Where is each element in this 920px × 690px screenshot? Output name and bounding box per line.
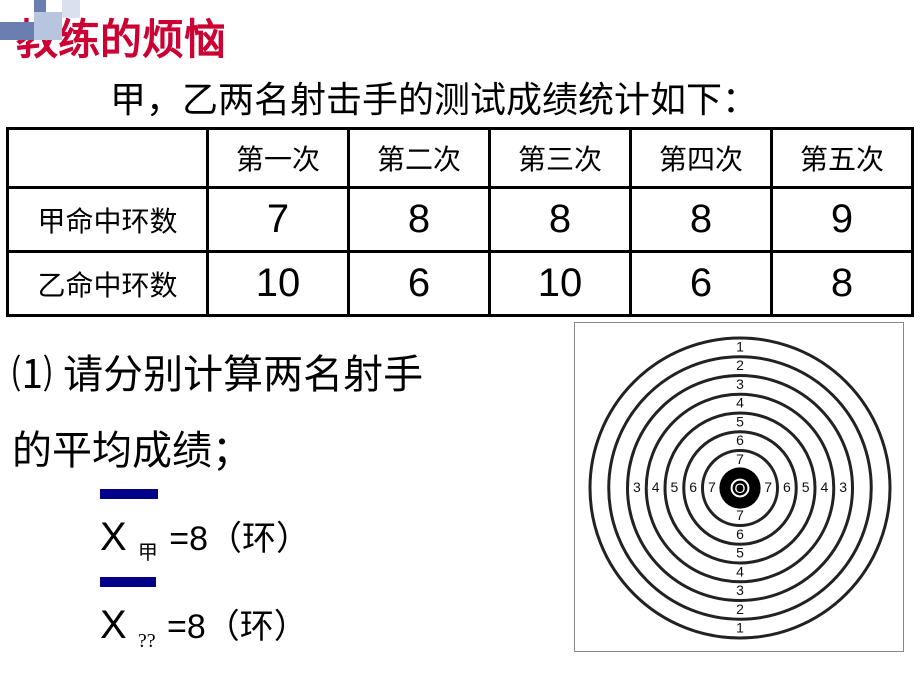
svg-text:3: 3 — [839, 479, 847, 495]
target-diagram: O123456776543213456776543 — [574, 322, 904, 652]
mean-symbol: X 甲 — [100, 493, 158, 581]
scores-table: 第一次 第二次 第三次 第四次 第五次 甲命中环数 7 8 8 8 9 乙命中环… — [6, 127, 914, 317]
svg-text:4: 4 — [736, 395, 744, 411]
svg-text:6: 6 — [736, 526, 744, 542]
svg-text:4: 4 — [736, 563, 744, 579]
table-row: 甲命中环数 7 8 8 8 9 — [8, 188, 913, 252]
svg-text:5: 5 — [736, 413, 744, 429]
symbol-letter: X — [100, 603, 127, 647]
score-cell: 6 — [631, 252, 772, 316]
score-cell: 7 — [208, 188, 349, 252]
row-label: 乙命中环数 — [8, 252, 208, 316]
score-cell: 8 — [490, 188, 631, 252]
svg-text:6: 6 — [736, 432, 744, 448]
symbol-letter: X — [100, 515, 127, 559]
svg-text:5: 5 — [670, 479, 678, 495]
svg-text:4: 4 — [820, 479, 828, 495]
answer-value: =8（环） — [167, 608, 308, 646]
table-corner-cell — [8, 129, 208, 188]
answer-value: =8（环） — [169, 520, 310, 558]
svg-text:7: 7 — [708, 479, 716, 495]
svg-text:5: 5 — [736, 545, 744, 561]
score-cell: 10 — [208, 252, 349, 316]
score-cell: 10 — [490, 252, 631, 316]
question-line1: 请分别计算两名射手 — [63, 353, 423, 397]
svg-text:6: 6 — [783, 479, 791, 495]
svg-text:7: 7 — [736, 507, 744, 523]
table-row: 乙命中环数 10 6 10 6 8 — [8, 252, 913, 316]
svg-text:6: 6 — [689, 479, 697, 495]
question-text: ⑴ 请分别计算两名射手 的平均成绩； — [0, 317, 560, 489]
svg-text:2: 2 — [736, 601, 744, 617]
score-cell: 9 — [772, 188, 913, 252]
question-line2: 的平均成绩； — [12, 429, 252, 473]
symbol-subscript: ?? — [138, 630, 156, 652]
svg-text:3: 3 — [633, 479, 641, 495]
svg-text:3: 3 — [736, 582, 744, 598]
col-header: 第五次 — [772, 129, 913, 188]
col-header: 第二次 — [349, 129, 490, 188]
score-cell: 8 — [772, 252, 913, 316]
table-header-row: 第一次 第二次 第三次 第四次 第五次 — [8, 129, 913, 188]
score-cell: 6 — [349, 252, 490, 316]
col-header: 第一次 — [208, 129, 349, 188]
svg-text:7: 7 — [764, 479, 772, 495]
score-cell: 8 — [631, 188, 772, 252]
svg-text:7: 7 — [736, 451, 744, 467]
symbol-subscript: 甲 — [138, 542, 158, 564]
corner-decoration — [0, 0, 120, 40]
svg-text:1: 1 — [736, 620, 744, 636]
svg-text:O: O — [735, 480, 746, 496]
col-header: 第四次 — [631, 129, 772, 188]
svg-text:1: 1 — [736, 338, 744, 354]
mean-symbol: X ?? — [100, 581, 156, 669]
svg-text:5: 5 — [802, 479, 810, 495]
question-number: ⑴ — [12, 353, 52, 397]
svg-text:3: 3 — [736, 376, 744, 392]
page-title: 教练的烦恼 — [0, 0, 920, 67]
subtitle: 甲，乙两名射击手的测试成绩统计如下： — [0, 67, 920, 127]
row-label: 甲命中环数 — [8, 188, 208, 252]
col-header: 第三次 — [490, 129, 631, 188]
svg-text:4: 4 — [652, 479, 660, 495]
svg-text:2: 2 — [736, 357, 744, 373]
score-cell: 8 — [349, 188, 490, 252]
